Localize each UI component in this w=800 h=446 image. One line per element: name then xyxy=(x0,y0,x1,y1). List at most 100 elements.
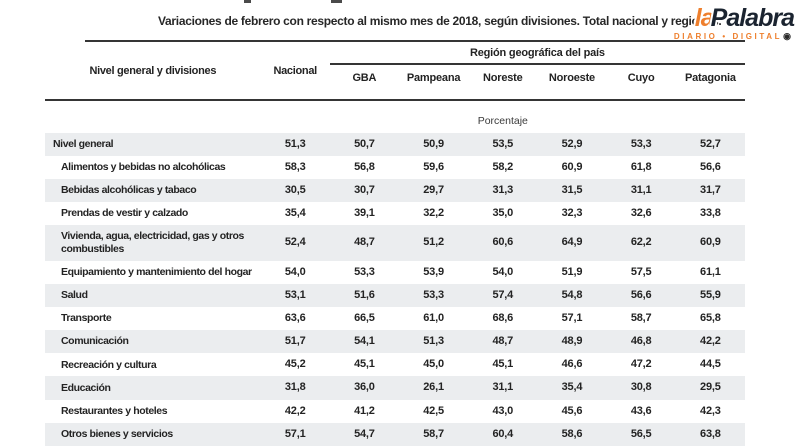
value-cell: 26,1 xyxy=(423,381,444,394)
value-cell: 35,0 xyxy=(492,207,514,220)
value-cell: 58,7 xyxy=(630,311,652,324)
value-cell: 51,3 xyxy=(423,335,444,348)
division-label: Prendas de vestir y calzado xyxy=(61,207,188,220)
value-cell: 64,9 xyxy=(561,236,583,249)
value-cell: 35,4 xyxy=(561,381,583,394)
value-cell: 51,9 xyxy=(561,265,583,278)
table-row: Comunicación 51,7 54,1 51,3 48,7 48,9 46,8 42,2 xyxy=(45,330,745,354)
value-cell: 31,5 xyxy=(561,183,583,196)
value-cell: 52,9 xyxy=(561,137,583,150)
column-header-patagonia: Patagonia xyxy=(684,72,736,84)
value-cell: 54,0 xyxy=(492,265,514,278)
value-cell: 60,6 xyxy=(492,236,514,249)
value-cell: 46,6 xyxy=(561,358,583,371)
value-cell: 53,5 xyxy=(492,137,514,150)
value-cell: 58,2 xyxy=(492,160,514,173)
value-cell: 57,5 xyxy=(630,265,652,278)
value-cell: 60,4 xyxy=(492,427,514,440)
value-cell: 41,2 xyxy=(354,404,375,417)
division-label: Restaurantes y hoteles xyxy=(61,404,168,417)
table-row: Vivienda, agua, electricidad, gas y otro… xyxy=(45,225,745,261)
value-cell: 48,7 xyxy=(492,335,514,348)
value-cell: 58,6 xyxy=(561,427,583,440)
value-cell: 51,3 xyxy=(284,137,306,150)
title-rule xyxy=(85,40,745,42)
value-cell: 42,2 xyxy=(284,404,306,417)
value-cell: 30,5 xyxy=(284,183,306,196)
table-header: Nivel general y divisiones Nacional Regi… xyxy=(45,42,745,100)
value-cell: 52,7 xyxy=(700,137,721,150)
table-row: Otros bienes y servicios 57,1 54,7 58,7 60,4… xyxy=(45,422,745,446)
value-cell: 60,9 xyxy=(561,160,583,173)
value-cell: 35,4 xyxy=(284,207,306,220)
value-cell: 61,8 xyxy=(630,160,652,173)
value-cell: 42,3 xyxy=(700,404,721,417)
value-cell: 55,9 xyxy=(700,288,721,301)
table-row: Recreación y cultura 45,2 45,1 45,0 45,1 46,6… xyxy=(45,353,745,376)
value-cell: 51,7 xyxy=(284,335,306,348)
clipped-text-fragment xyxy=(331,0,342,3)
value-cell: 63,8 xyxy=(700,427,721,440)
page-title: Variaciones de febrero con respecto al m… xyxy=(158,14,722,28)
column-header-gba: GBA xyxy=(352,72,377,84)
value-cell: 31,7 xyxy=(700,183,721,196)
column-header-pampeana: Pampeana xyxy=(406,72,461,84)
division-label: Alimentos y bebidas no alcohólicas xyxy=(61,161,226,174)
value-cell: 58,7 xyxy=(423,427,444,440)
division-label: Salud xyxy=(61,289,88,302)
value-cell: 31,8 xyxy=(284,381,306,394)
value-cell: 53,3 xyxy=(423,288,444,301)
value-cell: 53,3 xyxy=(354,265,375,278)
value-cell: 62,2 xyxy=(630,236,652,249)
value-cell: 68,6 xyxy=(492,311,514,324)
division-label: Vivienda, agua, electricidad, gas y otro… xyxy=(61,230,244,255)
value-cell: 60,9 xyxy=(700,236,721,249)
value-cell: 48,9 xyxy=(561,335,583,348)
value-cell: 45,1 xyxy=(354,358,375,371)
value-cell: 45,2 xyxy=(284,358,306,371)
value-cell: 65,8 xyxy=(700,311,721,324)
value-cell: 46,8 xyxy=(630,335,652,348)
value-cell: 43,6 xyxy=(630,404,652,417)
value-cell: 33,8 xyxy=(700,207,721,220)
value-cell: 51,6 xyxy=(354,288,375,301)
value-cell: 39,1 xyxy=(354,207,375,220)
logo-tagline: DIARIO • DIGITAL◉ xyxy=(674,32,794,41)
value-cell: 50,7 xyxy=(354,137,375,150)
value-cell: 61,0 xyxy=(423,311,444,324)
value-cell: 30,8 xyxy=(630,381,652,394)
value-cell: 36,0 xyxy=(354,381,375,394)
division-label: Otros bienes y servicios xyxy=(61,428,173,441)
value-cell: 30,7 xyxy=(354,183,375,196)
value-cell: 45,6 xyxy=(561,404,583,417)
value-cell: 45,1 xyxy=(492,358,514,371)
value-cell: 58,3 xyxy=(284,160,306,173)
value-cell: 32,3 xyxy=(561,207,583,220)
value-cell: 57,1 xyxy=(561,311,583,324)
value-cell: 66,5 xyxy=(354,311,375,324)
value-cell: 51,2 xyxy=(423,236,444,249)
value-cell: 31,3 xyxy=(492,183,514,196)
value-cell: 53,3 xyxy=(630,137,652,150)
registered-mark-icon: ◉ xyxy=(783,31,791,41)
unit-row-spacer xyxy=(45,100,261,133)
value-cell: 32,2 xyxy=(423,207,444,220)
value-cell: 56,6 xyxy=(700,160,721,173)
clipped-text-fragment xyxy=(244,0,251,3)
value-cell: 59,6 xyxy=(423,160,444,173)
division-label: Transporte xyxy=(61,312,112,325)
statistics-table: Nivel general y divisiones Nacional Regi… xyxy=(45,42,745,446)
value-cell: 31,1 xyxy=(492,381,514,394)
logo-main-text: Palabra xyxy=(710,4,795,32)
column-header-divisions: Nivel general y divisiones xyxy=(89,64,217,77)
logo-wordmark: laPalabra xyxy=(674,4,795,32)
value-cell: 56,5 xyxy=(630,427,652,440)
value-cell: 54,8 xyxy=(561,288,583,301)
value-cell: 29,5 xyxy=(700,381,721,394)
column-header-nacional: Nacional xyxy=(273,64,317,77)
table-row: Alimentos y bebidas no alcohólicas 58,3 56… xyxy=(45,156,745,179)
value-cell: 57,1 xyxy=(284,427,306,440)
table-row: Prendas de vestir y calzado 35,4 39,1 32,2 3… xyxy=(45,202,745,225)
division-label: Bebidas alcohólicas y tabaco xyxy=(61,184,197,197)
value-cell: 63,6 xyxy=(284,311,306,324)
